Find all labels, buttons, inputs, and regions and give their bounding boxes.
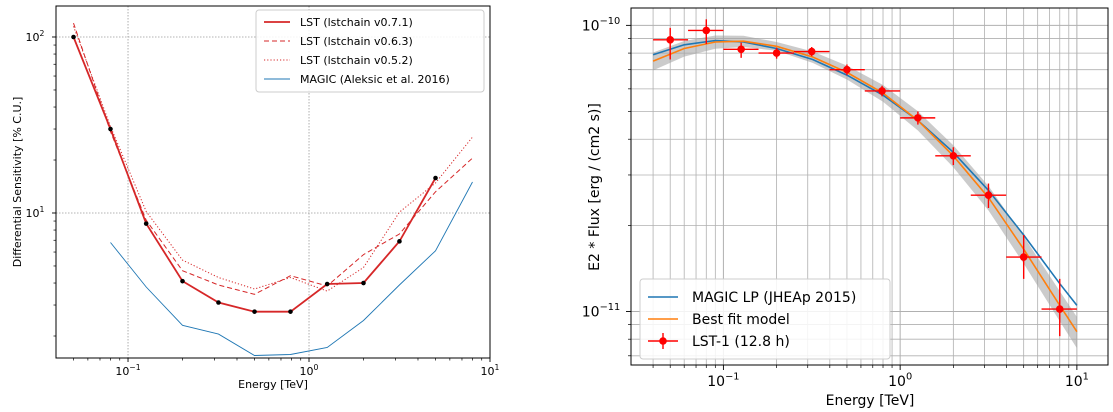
right-curve-0 <box>652 39 1078 306</box>
right-x-tick-label-base: 10 <box>888 374 906 390</box>
left-y-tick-label-base: 10 <box>26 31 40 44</box>
left-legend-label-1: LST (lstchain v0.6.3) <box>300 35 413 48</box>
left-data-point <box>433 175 438 181</box>
left-plot-frame <box>55 5 491 359</box>
left-x-tick-label-base: 10 <box>115 365 129 378</box>
right-y-tick-label: 10−10 <box>582 16 621 34</box>
left-data-point <box>397 239 402 244</box>
right-y-tick-label-base: 10 <box>582 18 600 34</box>
right-y-axis-label: E2 * Flux [erg / (cm2 s)] <box>587 103 603 271</box>
right-data-point <box>772 49 781 57</box>
left-y-tick-label: 101 <box>26 205 45 220</box>
left-y-axis-label: Differential Sensitivity [% C.U.] <box>11 97 24 268</box>
left-series-line-3 <box>110 181 473 356</box>
right-curve-1 <box>652 40 1078 333</box>
left-legend-label-3: MAGIC (Aleksic et al. 2016) <box>300 73 450 86</box>
left-y-tick-label-base: 10 <box>26 207 40 220</box>
right-x-tick-label: 100 <box>888 372 912 390</box>
left-data-point <box>216 300 221 305</box>
right-x-tick-label-exp: −1 <box>725 372 739 383</box>
right-plot-frame <box>630 7 1109 366</box>
right-data-point <box>914 114 922 122</box>
right-x-tick-label: 101 <box>1065 372 1089 390</box>
left-x-tick-label-exp: 1 <box>495 363 500 372</box>
left-y-tick-label: 102 <box>26 29 45 44</box>
left-x-tick-label-exp: −1 <box>129 363 140 372</box>
left-legend: LST (lstchain v0.7.1) LST (lstchain v0.6.… <box>255 9 485 93</box>
right-y-tick-label-base: 10 <box>582 304 600 320</box>
right-legend-swatch-2-dot <box>659 337 667 345</box>
left-data-point <box>361 280 366 286</box>
left-x-tick-label-exp: 0 <box>314 363 319 372</box>
right-series <box>652 19 1078 349</box>
right-data-point <box>843 65 851 74</box>
right-data-point <box>1055 305 1064 313</box>
right-data-point <box>807 47 816 56</box>
right-data-point <box>666 36 675 44</box>
left-legend-label-2: LST (lstchain v0.5.2) <box>300 54 413 67</box>
right-y-tick-label-exp: −10 <box>600 16 621 27</box>
right-fit-band <box>653 35 1077 349</box>
left-data-point <box>288 309 293 314</box>
right-legend-label-1: Best fit model <box>692 312 790 328</box>
left-x-tick-label-base: 10 <box>481 365 495 378</box>
left-series-line-2 <box>73 26 473 292</box>
right-data-point <box>1019 253 1028 261</box>
left-data-point <box>324 281 330 287</box>
left-x-axis-label: Energy [TeV] <box>238 378 308 391</box>
right-y-tick-label-exp: −11 <box>600 302 621 313</box>
right-y-tick-label: 10−11 <box>582 302 621 320</box>
right-x-tick-label-base: 10 <box>1065 374 1083 390</box>
left-x-tick-label-base: 10 <box>300 365 314 378</box>
left-legend-box <box>255 9 485 93</box>
left-x-tick-label: 10−1 <box>115 363 140 378</box>
right-x-tick-label-exp: 0 <box>906 372 912 383</box>
right-x-axis-label: Energy [TeV] <box>826 393 915 409</box>
right-x-tick-label: 10−1 <box>707 372 739 390</box>
right-data-point <box>949 152 958 160</box>
right-data-point <box>702 26 711 35</box>
right-legend: MAGIC LP (JHEAp 2015) Best fit model LST-1… <box>639 278 891 360</box>
left-data-point <box>180 278 185 284</box>
right-data-point <box>878 87 886 95</box>
left-data-point <box>71 34 76 40</box>
left-legend-label-0: LST (lstchain v0.7.1) <box>300 16 413 29</box>
left-data-point <box>252 309 257 314</box>
right-data-point <box>984 191 993 199</box>
left-data-point <box>108 126 113 132</box>
right-legend-label-0: MAGIC LP (JHEAp 2015) <box>692 290 856 306</box>
left-y-tick-label-exp: 1 <box>40 205 45 214</box>
right-legend-box <box>639 278 891 360</box>
left-x-tick-label: 100 <box>300 363 319 378</box>
right-x-tick-label-exp: 1 <box>1083 372 1089 383</box>
right-data-point <box>737 45 745 54</box>
right-legend-label-2: LST-1 (12.8 h) <box>692 334 790 350</box>
left-x-tick-label: 101 <box>481 363 500 378</box>
left-series <box>71 22 473 356</box>
right-x-tick-label-base: 10 <box>707 374 725 390</box>
left-data-point <box>143 221 149 226</box>
left-y-tick-label-exp: 2 <box>40 29 45 38</box>
